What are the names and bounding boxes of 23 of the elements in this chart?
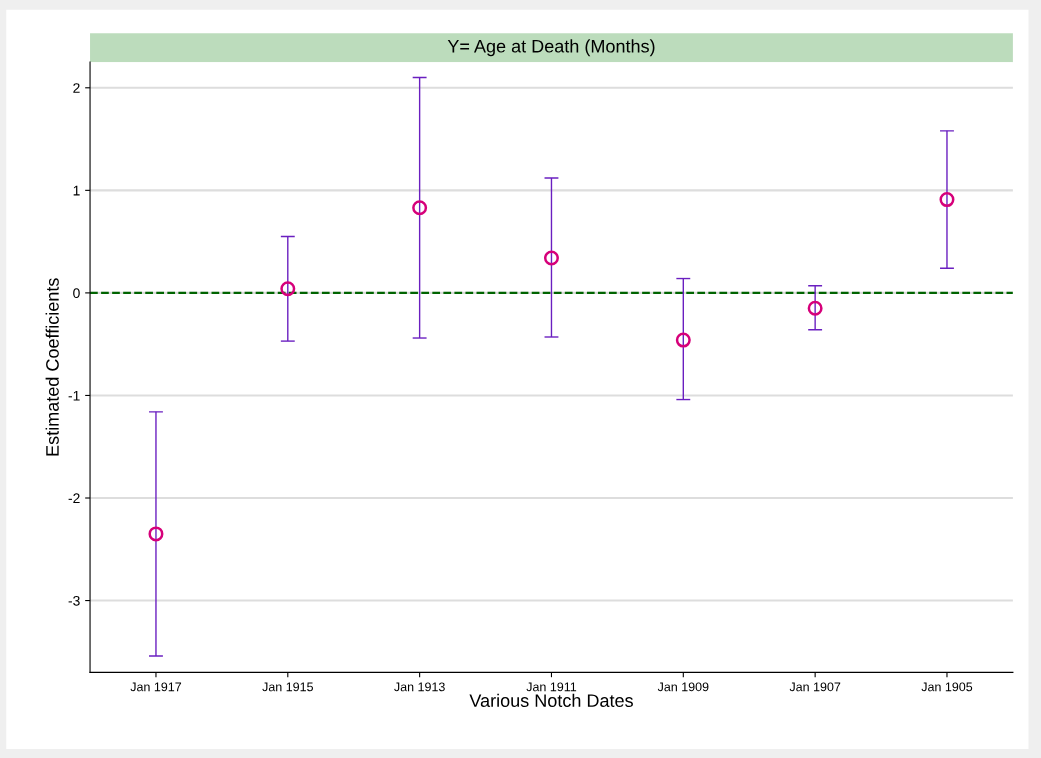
x-tick-label: Jan 1907 <box>789 682 841 692</box>
x-tick-label: Jan 1911 <box>526 682 577 692</box>
x-axis-title: Various Notch Dates <box>469 693 633 707</box>
x-tick-label: Jan 1917 <box>130 682 182 692</box>
x-tick-label: Jan 1905 <box>921 682 973 692</box>
y-tick-label: -1 <box>68 390 80 401</box>
y-tick-label: -2 <box>68 493 80 504</box>
point <box>280 281 296 297</box>
point <box>543 250 559 266</box>
point <box>939 192 955 208</box>
y-tick-label: 1 <box>73 185 80 196</box>
y-tick-label: 2 <box>73 83 80 93</box>
y-tick-label: -3 <box>68 595 80 606</box>
y-axis-title: Estimated Coefficients <box>45 278 59 456</box>
x-tick-label: Jan 1909 <box>657 682 709 692</box>
x-tick-label: Jan 1913 <box>394 682 445 692</box>
point <box>807 300 823 316</box>
x-tick-label: Jan 1915 <box>262 682 313 692</box>
y-tick-label: 0 <box>73 288 80 299</box>
point <box>412 200 428 216</box>
chart-title: Y= Age at Death (Months) <box>447 39 655 57</box>
point <box>675 332 691 348</box>
point <box>148 526 164 542</box>
